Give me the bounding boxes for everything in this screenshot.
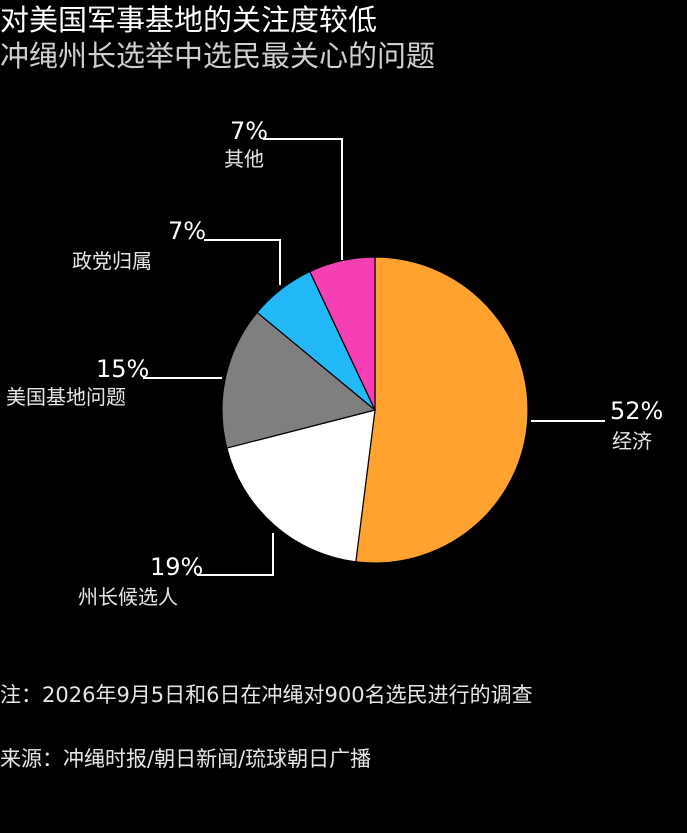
pie-slice-other	[309, 256, 376, 411]
leader-line-candidate	[197, 533, 274, 576]
leader-line-party	[204, 239, 281, 285]
pie-slice-bases	[221, 311, 377, 449]
slice-value-candidate: 19%	[150, 553, 203, 581]
slice-value-party: 7%	[168, 217, 206, 245]
slice-value-economy: 52%	[610, 397, 663, 425]
pie-slice-economy	[355, 256, 529, 564]
chart-title: 对美国军事基地的关注度较低	[0, 3, 378, 37]
slice-label-other: 其他	[224, 147, 264, 171]
pie-slices	[221, 256, 529, 564]
slice-label-candidate: 州长候选人	[78, 585, 178, 609]
leader-lines	[143, 138, 605, 576]
slice-label-bases: 美国基地问题	[6, 385, 126, 409]
leader-line-other	[263, 138, 343, 260]
slice-label-economy: 经济	[612, 429, 652, 453]
source-note: 来源：冲绳时报/朝日新闻/琉球朝日广播	[0, 747, 372, 771]
slice-label-party: 政党归属	[72, 249, 152, 273]
survey-note: 注：2026年9月5日和6日在冲绳对900名选民进行的调查	[0, 683, 533, 707]
slice-value-other: 7%	[230, 117, 268, 145]
chart-subtitle: 冲绳州长选举中选民最关心的问题	[0, 39, 436, 73]
pie-slice-candidate	[226, 409, 376, 563]
slice-value-bases: 15%	[96, 355, 149, 383]
